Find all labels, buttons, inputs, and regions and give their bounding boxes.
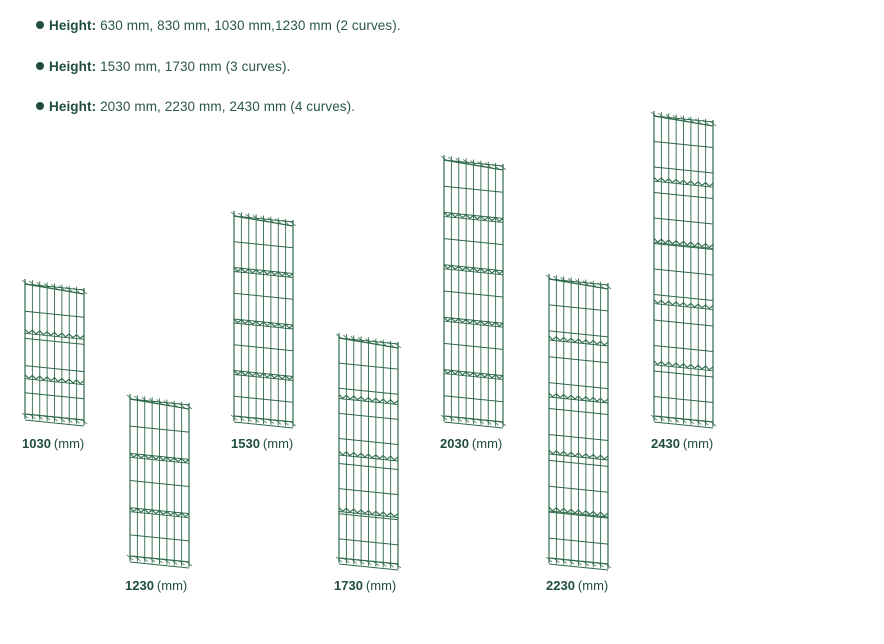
panel-caption: 2230 (mm) [546,578,608,593]
panel-height: 1030 [22,436,51,451]
panel-caption: 1230 (mm) [125,578,187,593]
fence-panel-2430 [650,110,717,429]
panel-height: 1230 [125,578,154,593]
bullet-icon [36,21,44,29]
spec-line: Height: 1530 mm, 1730 mm (3 curves). [36,59,290,74]
panel-caption: 1730 (mm) [334,578,396,593]
panel-unit: (mm) [156,578,188,593]
panel-caption: 2030 (mm) [440,436,502,451]
spec-value: 1530 mm, 1730 mm (3 curves). [100,59,291,74]
panel-caption: 1530 (mm) [231,436,293,451]
panel-unit: (mm) [53,436,85,451]
panel-height: 2430 [651,436,680,451]
panel-unit: (mm) [262,436,294,451]
panel-height: 1530 [231,436,260,451]
panel-height: 2030 [440,436,469,451]
fence-panel-2030 [440,154,507,429]
panel-unit: (mm) [682,436,714,451]
panel-unit: (mm) [577,578,609,593]
panel-caption: 1030 (mm) [22,436,84,451]
spec-line: Height: 2030 mm, 2230 mm, 2430 mm (4 cur… [36,99,355,114]
spec-line: Height: 630 mm, 830 mm, 1030 mm,1230 mm … [36,18,401,33]
panel-height: 1730 [334,578,363,593]
bullet-icon [36,102,44,110]
spec-value: 630 mm, 830 mm, 1030 mm,1230 mm (2 curve… [100,18,401,33]
panel-height: 2230 [546,578,575,593]
spec-key: Height: [49,99,97,114]
spec-key: Height: [49,59,97,74]
bullet-icon [36,62,44,70]
fence-panel-2230 [545,273,612,571]
fence-panel-1730 [335,332,402,571]
fence-panel-1230 [126,393,193,569]
fence-panel-1030 [21,278,88,427]
spec-value: 2030 mm, 2230 mm, 2430 mm (4 curves). [100,99,356,114]
fence-panel-1530 [230,210,297,429]
panel-unit: (mm) [471,436,503,451]
spec-key: Height: [49,18,97,33]
panel-unit: (mm) [365,578,397,593]
panel-caption: 2430 (mm) [651,436,713,451]
